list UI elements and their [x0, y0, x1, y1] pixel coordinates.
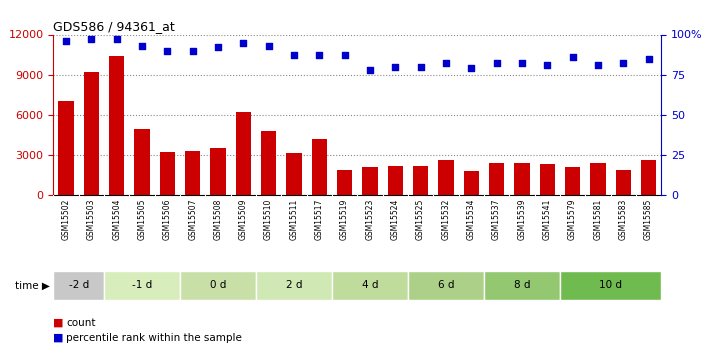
Text: GSM15502: GSM15502	[61, 199, 70, 240]
Text: time ▶: time ▶	[15, 280, 50, 290]
Text: GSM15507: GSM15507	[188, 199, 197, 240]
Point	[288, 52, 299, 58]
Bar	[337, 169, 352, 195]
Point	[237, 40, 249, 45]
Text: GSM15534: GSM15534	[466, 199, 476, 240]
Text: GSM15541: GSM15541	[542, 199, 552, 240]
Point	[567, 54, 578, 60]
Text: ■: ■	[53, 318, 64, 327]
Point	[339, 52, 351, 58]
Text: percentile rank within the sample: percentile rank within the sample	[66, 333, 242, 343]
Text: GSM15505: GSM15505	[137, 199, 146, 240]
Bar	[484, 271, 560, 300]
Point	[592, 62, 604, 68]
Bar	[413, 166, 428, 195]
Bar	[565, 167, 580, 195]
Bar	[235, 112, 251, 195]
Point	[364, 67, 375, 72]
Text: 10 d: 10 d	[599, 280, 622, 290]
Point	[643, 56, 654, 61]
Bar	[58, 101, 73, 195]
Text: GSM15517: GSM15517	[315, 199, 324, 240]
Bar	[261, 131, 276, 195]
Point	[263, 43, 274, 49]
Bar	[616, 169, 631, 195]
Point	[314, 52, 325, 58]
Bar	[464, 171, 479, 195]
Bar	[160, 152, 175, 195]
Bar	[641, 160, 656, 195]
Point	[137, 43, 148, 49]
Text: GSM15539: GSM15539	[518, 199, 526, 240]
Text: 2 d: 2 d	[286, 280, 302, 290]
Bar	[514, 163, 530, 195]
Bar	[540, 164, 555, 195]
Text: GSM15525: GSM15525	[416, 199, 425, 240]
Point	[111, 37, 122, 42]
Point	[415, 64, 427, 69]
Point	[187, 48, 198, 53]
Text: GSM15585: GSM15585	[644, 199, 653, 240]
Text: GSM15532: GSM15532	[442, 199, 451, 240]
Text: GSM15503: GSM15503	[87, 199, 96, 240]
Text: GSM15506: GSM15506	[163, 199, 172, 240]
Bar	[332, 271, 408, 300]
Text: GSM15524: GSM15524	[391, 199, 400, 240]
Text: -1 d: -1 d	[132, 280, 152, 290]
Text: GSM15508: GSM15508	[213, 199, 223, 240]
Text: count: count	[66, 318, 95, 327]
Point	[161, 48, 173, 53]
Point	[618, 61, 629, 66]
Text: -2 d: -2 d	[68, 280, 89, 290]
Point	[85, 37, 97, 42]
Text: GSM15579: GSM15579	[568, 199, 577, 240]
Bar	[134, 129, 149, 195]
Text: ■: ■	[53, 333, 64, 343]
Text: 8 d: 8 d	[513, 280, 530, 290]
Point	[466, 66, 477, 71]
Point	[213, 45, 224, 50]
Text: GSM15523: GSM15523	[365, 199, 375, 240]
Bar	[180, 271, 256, 300]
Point	[516, 61, 528, 66]
Text: GSM15504: GSM15504	[112, 199, 121, 240]
Text: GSM15581: GSM15581	[594, 199, 602, 240]
Bar	[311, 139, 327, 195]
Bar	[210, 148, 225, 195]
Point	[390, 64, 401, 69]
Point	[542, 62, 553, 68]
Text: GDS586 / 94361_at: GDS586 / 94361_at	[53, 20, 175, 33]
Bar	[287, 154, 301, 195]
Text: GSM15537: GSM15537	[492, 199, 501, 240]
Bar	[109, 56, 124, 195]
Text: GSM15519: GSM15519	[340, 199, 349, 240]
Bar	[408, 271, 484, 300]
Bar	[590, 163, 606, 195]
Text: 4 d: 4 d	[362, 280, 378, 290]
Bar	[53, 271, 104, 300]
Bar	[387, 166, 403, 195]
Point	[60, 38, 72, 44]
Bar	[104, 271, 180, 300]
Text: GSM15583: GSM15583	[619, 199, 628, 240]
Bar	[363, 167, 378, 195]
Bar	[560, 271, 661, 300]
Bar	[256, 271, 332, 300]
Point	[440, 61, 451, 66]
Text: GSM15509: GSM15509	[239, 199, 248, 240]
Text: 6 d: 6 d	[438, 280, 454, 290]
Bar	[185, 151, 201, 195]
Point	[491, 61, 502, 66]
Text: GSM15511: GSM15511	[289, 199, 299, 240]
Text: GSM15510: GSM15510	[264, 199, 273, 240]
Bar	[489, 163, 504, 195]
Bar	[438, 160, 454, 195]
Text: 0 d: 0 d	[210, 280, 226, 290]
Bar	[84, 72, 99, 195]
